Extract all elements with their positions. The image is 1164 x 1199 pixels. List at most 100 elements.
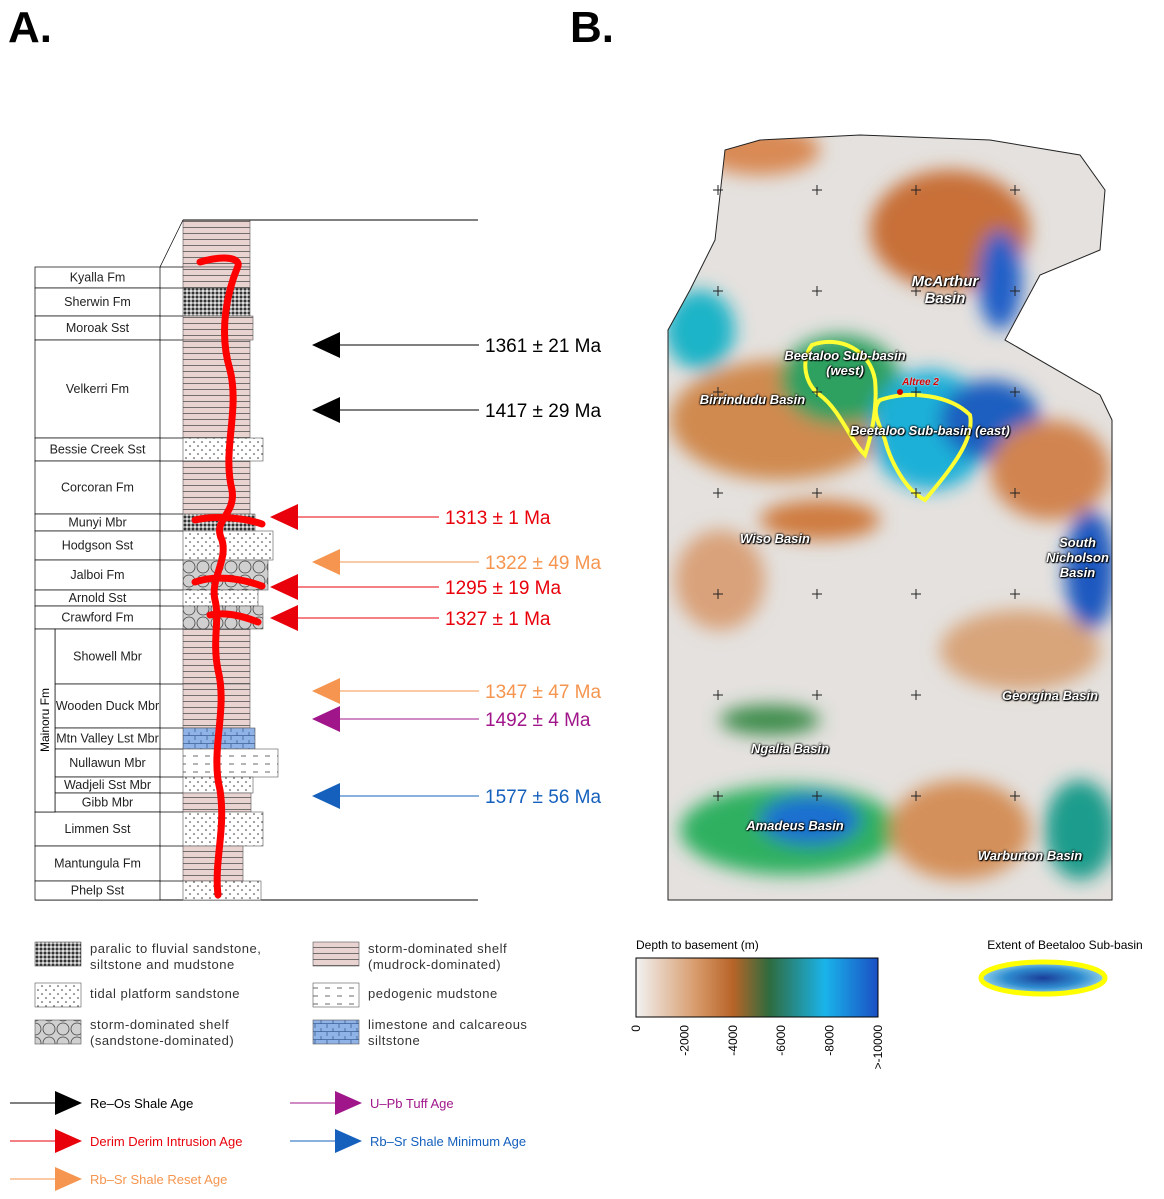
map-label: Beetaloo Sub-basin (east) (850, 423, 1010, 438)
formation-label: Hodgson Sst (62, 539, 134, 553)
colorbar-tick-label: -2000 (677, 1025, 691, 1056)
legend-swatch (34, 982, 82, 1008)
legend-swatch (34, 1019, 82, 1045)
well-marker (897, 389, 903, 395)
formation-label: Crawford Fm (61, 611, 133, 625)
grid-cross (1010, 791, 1020, 801)
formation-label: Moroak Sst (66, 321, 130, 335)
top-connector (159, 219, 184, 268)
colorbar-title: Depth to basement (m) (636, 938, 759, 952)
grid-cross (713, 387, 723, 397)
lithology-bed (182, 792, 252, 813)
grid-cross (812, 185, 822, 195)
map-label: Birrindudu Basin (699, 392, 806, 407)
beetaloo-west-outline (803, 339, 878, 459)
legend-swatch (34, 941, 82, 967)
grid-cross (713, 185, 723, 195)
age-label: 1417 ± 29 Ma (485, 401, 601, 422)
formation-label: Kyalla Fm (70, 271, 126, 285)
map-label: Amadeus Basin (746, 818, 844, 833)
grid-cross (812, 791, 822, 801)
formation-label: Wooden Duck Mbr (56, 699, 159, 713)
legend-label: U–Pb Tuff Age (370, 1096, 454, 1111)
map-label: Altree 2 (902, 377, 939, 388)
formation-label: Velkerri Fm (66, 382, 129, 396)
formation-label: Nullawun Mbr (69, 756, 145, 770)
formation-label: Bessie Creek Sst (50, 443, 146, 457)
legend-arrowhead (335, 1129, 362, 1153)
colorbar (635, 957, 879, 1018)
legend-arrowhead (55, 1167, 82, 1191)
map-shading (668, 135, 1112, 880)
age-arrowhead (270, 574, 298, 600)
grid-cross (911, 690, 921, 700)
formation-box (34, 339, 161, 439)
grid-cross (911, 387, 921, 397)
legend-arrowhead (55, 1129, 82, 1153)
grid-cross (812, 690, 822, 700)
colorbar-tick-label: -4000 (726, 1025, 740, 1056)
legend-arrowhead (335, 1091, 362, 1115)
lithology-bed (182, 460, 251, 515)
legend-label: storm-dominated shelf (sandstone-dominat… (90, 1017, 235, 1048)
formation-label: Jalboi Fm (70, 568, 124, 582)
map-label: South Nicholson Basin (1046, 535, 1109, 580)
map-label: Georgina Basin (1001, 688, 1099, 703)
age-label: 1313 ± 1 Ma (445, 508, 551, 529)
lithology-bed (182, 530, 274, 561)
colorbar-tick-label: 0 (629, 1025, 643, 1032)
formation-box (34, 460, 161, 515)
grid-cross (1010, 286, 1020, 296)
formation-label: Arnold Sst (69, 591, 127, 605)
formation-label: Showell Mbr (73, 650, 142, 664)
legend-swatch (312, 982, 360, 1008)
grid-cross (812, 488, 822, 498)
formation-box (34, 811, 161, 847)
formation-box (54, 683, 161, 729)
formation-label: Phelp Sst (71, 884, 125, 898)
grid-cross (1010, 488, 1020, 498)
legend-label: tidal platform sandstone (90, 986, 241, 1001)
grid-cross (1010, 690, 1020, 700)
grid-cross (911, 185, 921, 195)
formation-box (34, 530, 161, 561)
extent-label: Extent of Beetaloo Sub-basin (987, 938, 1142, 952)
panel-label: A. (8, 3, 52, 52)
grid-cross (713, 589, 723, 599)
intrusion-trace (191, 254, 266, 899)
lithology-bed (182, 315, 254, 341)
grid-cross (911, 488, 921, 498)
map-label: McArthur Basin (911, 273, 979, 307)
grid-cross (1010, 185, 1020, 195)
map-label: Beetaloo Sub-basin (west) (784, 348, 906, 378)
formation-label: Gibb Mbr (82, 796, 133, 810)
legend-arrowhead (55, 1091, 82, 1115)
age-arrowhead (312, 397, 340, 423)
basement-map (668, 135, 1112, 900)
beetaloo-east-outline (873, 393, 973, 503)
grid-cross (812, 286, 822, 296)
formation-box (34, 880, 161, 901)
group-bracket (34, 628, 56, 813)
age-label: 1327 ± 1 Ma (445, 609, 551, 630)
legend-swatch (312, 1019, 360, 1045)
age-label: 1492 ± 4 Ma (485, 710, 591, 731)
formation-label: Limmen Sst (65, 822, 132, 836)
map-label: Wiso Basin (740, 531, 810, 546)
formation-label: Sherwin Fm (64, 295, 131, 309)
grid-cross (911, 791, 921, 801)
legend-label: storm-dominated shelf (mudrock-dominated… (368, 941, 508, 972)
age-label: 1322 ± 49 Ma (485, 553, 601, 574)
age-arrowhead (312, 783, 340, 809)
legend-label: paralic to fluvial sandstone, siltstone … (90, 941, 262, 972)
age-label: 1347 ± 47 Ma (485, 682, 601, 703)
age-label: 1295 ± 19 Ma (445, 578, 561, 599)
lithology-bed (182, 880, 262, 901)
grid-cross (812, 589, 822, 599)
legend-label: pedogenic mudstone (368, 986, 498, 1001)
colorbar-tick-label: >-10000 (871, 1025, 885, 1070)
formation-label: Munyi Mbr (68, 516, 126, 530)
colorbar-tick-label: -6000 (774, 1025, 788, 1056)
